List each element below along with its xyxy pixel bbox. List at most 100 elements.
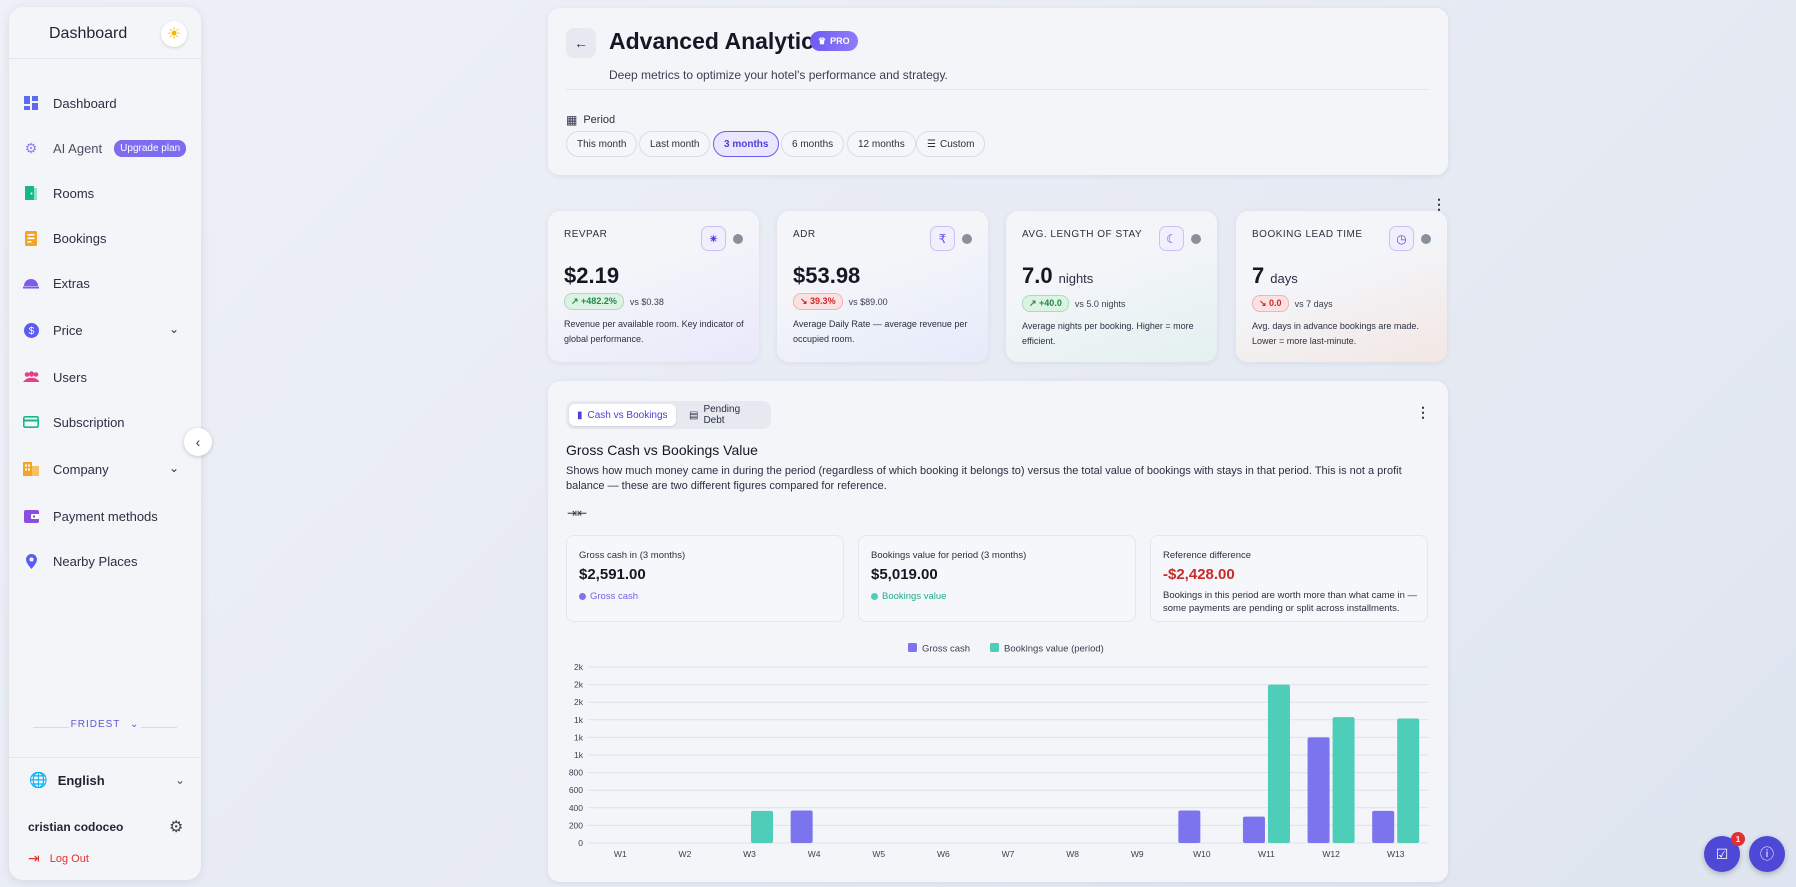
period-12-months[interactable]: 12 months: [847, 131, 916, 157]
sidebar-item-label: Company: [53, 461, 109, 477]
clock-icon: ◷: [1389, 226, 1414, 251]
legend-dot: [871, 593, 878, 600]
help-button[interactable]: ⓘ: [1749, 836, 1785, 872]
cash-vs-bookings-chart: Gross cash Bookings value (period) 0 200 400…: [569, 643, 1428, 859]
info-icon[interactable]: [962, 234, 972, 244]
kpi-delta: ↗ +40.0 vs 5.0 nights: [1022, 295, 1125, 312]
x-tick-label: W9: [1131, 849, 1144, 859]
kpi-value-text: 7: [1252, 263, 1265, 288]
sidebar-item-label: Users: [53, 369, 87, 385]
x-tick-label: W6: [937, 849, 950, 859]
calendar-icon: ▦: [566, 113, 578, 127]
period-last-month[interactable]: Last month: [639, 131, 711, 157]
checklist-icon: ☑: [1715, 845, 1729, 862]
tasks-badge: 1: [1731, 832, 1745, 846]
kpi-description: Avg. days in advance bookings are made. …: [1252, 321, 1419, 346]
moon-icon: ☾: [1159, 226, 1184, 251]
summary-value: -$2,428.00: [1163, 566, 1235, 583]
info-icon[interactable]: [1191, 234, 1201, 244]
summary-legend: Bookings value: [871, 591, 946, 602]
dashboard-icon: [23, 95, 39, 111]
sidebar-item-label: Rooms: [53, 185, 95, 201]
x-tick-label: W7: [1002, 849, 1015, 859]
y-tick-label: 2k: [574, 662, 584, 672]
analysis-card: ▮ Cash vs Bookings ▤ Pending Debt ⋮ Gross …: [548, 381, 1448, 882]
page-title: Advanced Analytics: [609, 28, 827, 54]
x-tick-label: W10: [1193, 849, 1211, 859]
sidebar-item-label: Price: [53, 322, 83, 338]
gear-icon[interactable]: ⚙: [169, 819, 184, 836]
header-card: ← Advanced Analytics ♛ PRO Deep metrics t…: [548, 8, 1448, 175]
period-label: ▦ Period: [566, 113, 615, 127]
kpi-card-revpar: REVPAR ✷ $2.19 ↗ +482.2% vs $0.38 Revenue…: [548, 211, 759, 362]
chevron-down-icon[interactable]: ⌄: [175, 773, 186, 787]
bar: [1242, 816, 1265, 843]
y-tick-label: 200: [569, 820, 583, 830]
period-6-months[interactable]: 6 months: [781, 131, 845, 157]
kpi-unit: nights: [1058, 271, 1094, 286]
chevron-down-icon[interactable]: ⌄: [168, 322, 179, 336]
sidebar-item-users[interactable]: Users: [21, 362, 193, 392]
sidebar-item-nearby-places[interactable]: Nearby Places: [21, 546, 193, 576]
bar: [1178, 810, 1201, 843]
x-tick-label: W8: [1066, 849, 1079, 859]
sidebar-item-label: AI Agent: [53, 140, 103, 156]
robot-icon: ⚙: [24, 139, 38, 156]
analysis-more-options-icon[interactable]: ⋮: [1416, 404, 1430, 420]
kpi-value-text: $53.98: [793, 263, 861, 288]
upgrade-plan-badge[interactable]: Upgrade plan: [114, 139, 187, 157]
tasks-button[interactable]: ☑: [1704, 836, 1740, 872]
logout-button[interactable]: ⇥ Log Out: [28, 850, 89, 867]
kpi-title: REVPAR: [564, 229, 608, 240]
y-tick-label: 1k: [574, 715, 584, 725]
period-3-months[interactable]: 3 months: [713, 131, 780, 157]
sidebar-item-bookings[interactable]: Bookings: [21, 223, 193, 253]
sidebar-item-extras[interactable]: Extras: [21, 268, 193, 298]
info-icon[interactable]: [1421, 234, 1431, 244]
period-this-month[interactable]: This month: [566, 131, 638, 157]
kpi-compare: vs 7 days: [1294, 298, 1333, 309]
kpi-description: Revenue per available room. Key indicato…: [564, 319, 744, 344]
kpi-description: Average Daily Rate — average revenue per…: [793, 319, 968, 344]
kpi-delta: ↘ 0.0 vs 7 days: [1252, 295, 1333, 312]
theme-toggle-sun-icon[interactable]: ☀: [161, 21, 187, 47]
x-tick-label: W5: [872, 849, 885, 859]
sidebar-item-subscription[interactable]: Subscription: [21, 407, 193, 437]
period-label-text: Period: [583, 114, 616, 126]
sidebar-item-label: Extras: [53, 275, 90, 291]
y-tick-label: 600: [569, 785, 583, 795]
y-tick-label: 0: [578, 838, 583, 848]
sidebar-item-price[interactable]: $ Price ⌄: [21, 315, 193, 345]
back-button[interactable]: ←: [566, 28, 596, 58]
sidebar-item-rooms[interactable]: Rooms: [21, 178, 193, 208]
card-icon: [23, 414, 39, 430]
compress-icon[interactable]: ⇥⇤: [567, 506, 588, 520]
sidebar-collapse-button[interactable]: ‹: [184, 428, 212, 456]
legend-swatch: [990, 643, 999, 652]
booking-icon: [23, 230, 39, 246]
sidebar-item-ai-agent[interactable]: ⚙ AI Agent Upgrade plan: [21, 133, 193, 163]
tab-pending-debt[interactable]: ▤ Pending Debt: [681, 404, 771, 426]
info-icon[interactable]: [733, 234, 743, 244]
sidebar-item-payment-methods[interactable]: Payment methods: [21, 501, 193, 531]
language-selector[interactable]: 🌐 English: [29, 771, 105, 789]
organization-selector[interactable]: FRIDEST ⌄: [9, 719, 201, 730]
sidebar-item-dashboard[interactable]: Dashboard: [21, 88, 193, 118]
delta-badge: ↗ +40.0: [1022, 295, 1069, 312]
kpi-card-booking-lead-time: BOOKING LEAD TIME ◷ 7 days ↘ 0.0 vs 7 days…: [1236, 211, 1447, 362]
bar-chart-icon: ▮: [577, 409, 583, 421]
chevron-down-icon[interactable]: ⌄: [168, 461, 179, 475]
period-custom[interactable]: ☰ Custom: [916, 131, 986, 157]
section-description: Shows how much money came in during the …: [566, 465, 1402, 492]
pro-badge-label: PRO: [830, 36, 850, 46]
x-tick-label: W2: [679, 849, 692, 859]
kpi-more-options-icon[interactable]: ⋮: [1432, 196, 1446, 212]
divider: [141, 727, 177, 728]
x-tick-label: W13: [1387, 849, 1405, 859]
tab-cash-vs-bookings[interactable]: ▮ Cash vs Bookings: [569, 404, 676, 426]
sidebar-item-company[interactable]: Company ⌄: [21, 454, 193, 484]
summary-legend: Gross cash: [579, 591, 638, 602]
divider: [33, 727, 69, 728]
kpi-value: $53.98: [793, 263, 860, 289]
kpi-value-text: 7.0: [1022, 263, 1053, 288]
